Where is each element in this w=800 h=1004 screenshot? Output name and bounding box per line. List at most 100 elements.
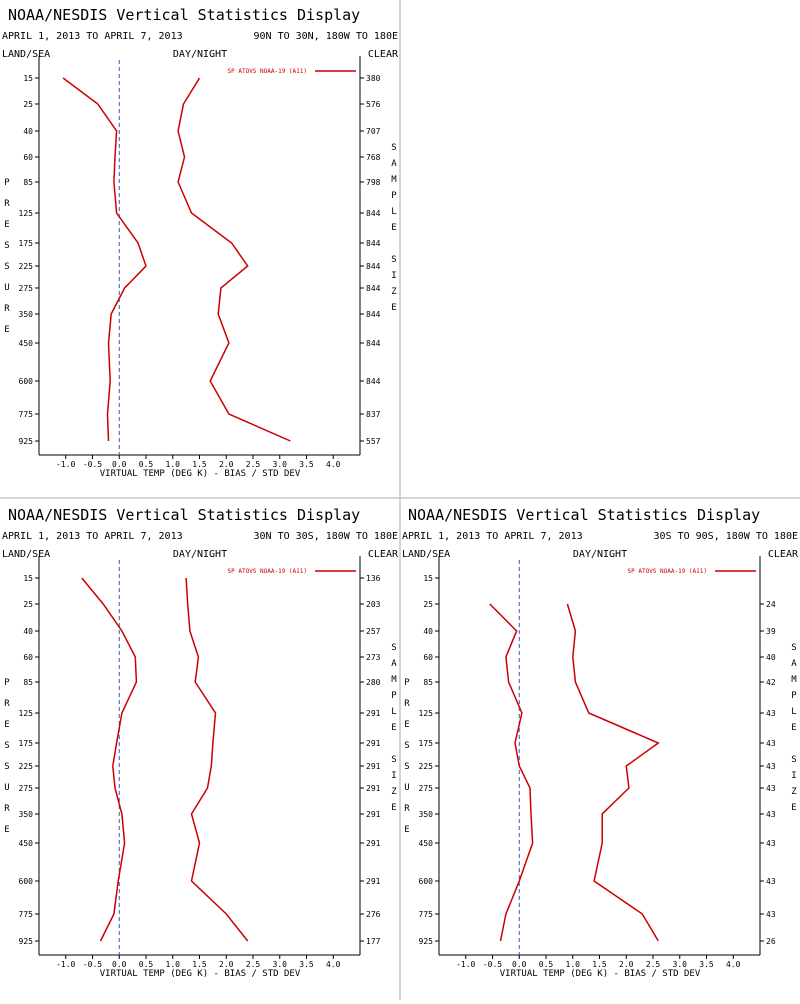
date-range: APRIL 1, 2013 TO APRIL 7, 2013	[402, 531, 583, 542]
pressure-label: 450	[419, 839, 434, 848]
sample-size-axis-letter: I	[391, 271, 396, 281]
x-tick-label: 4.0	[326, 460, 341, 469]
sample-size-label: 557	[366, 437, 381, 446]
x-tick-label: -1.0	[56, 460, 75, 469]
sample-size-axis-letter: S	[391, 143, 396, 153]
pressure-label: 600	[19, 877, 34, 886]
sample-size-axis-letter: A	[391, 659, 397, 669]
pressure-label: 350	[19, 810, 34, 819]
pressure-axis-letter: E	[4, 825, 9, 835]
x-tick-label: 2.0	[219, 960, 234, 969]
pressure-label: 85	[423, 678, 433, 687]
sample-size-label: 43	[766, 877, 776, 886]
land-sea-label: LAND/SEA	[2, 49, 50, 60]
pressure-label: 25	[423, 600, 433, 609]
region: 30N TO 30S, 180W TO 180E	[254, 531, 399, 542]
bias-line	[62, 77, 147, 442]
pressure-label: 40	[23, 627, 33, 636]
pressure-axis-letter: P	[4, 678, 10, 688]
sample-size-label: 707	[366, 127, 381, 136]
x-axis-label: VIRTUAL TEMP (DEG K) - BIAS / STD DEV	[500, 969, 701, 979]
pressure-axis-letter: S	[4, 741, 9, 751]
sample-size-axis-letter: A	[391, 159, 397, 169]
x-tick-label: 2.5	[246, 460, 261, 469]
sample-size-label: 291	[366, 810, 381, 819]
x-tick-label: 0.0	[112, 960, 127, 969]
x-tick-label: 2.0	[619, 960, 634, 969]
sample-size-label: 257	[366, 627, 381, 636]
pressure-label: 275	[419, 784, 434, 793]
sample-size-axis-letter: E	[391, 223, 396, 233]
x-tick-label: 3.5	[699, 960, 714, 969]
sample-size-axis-letter: S	[791, 643, 796, 653]
pressure-label: 85	[23, 678, 33, 687]
sample-size-label: 291	[366, 739, 381, 748]
pressure-label: 275	[19, 284, 34, 293]
sample-size-label: 280	[366, 678, 381, 687]
pressure-axis-letter: S	[404, 741, 409, 751]
pressure-label: 15	[423, 574, 433, 583]
x-tick-label: -1.0	[456, 960, 475, 969]
std-dev-line	[185, 577, 249, 942]
x-tick-label: 1.0	[166, 460, 181, 469]
x-tick-label: 1.0	[566, 960, 581, 969]
sample-size-axis-letter: A	[791, 659, 797, 669]
pressure-axis-letter: U	[404, 783, 409, 793]
pressure-label: 600	[419, 877, 434, 886]
pressure-axis-letter: E	[404, 720, 409, 730]
sample-size-axis-letter: L	[791, 707, 796, 717]
pressure-axis-letter: U	[4, 283, 9, 293]
sample-size-label: 291	[366, 877, 381, 886]
sample-size-axis-letter: Z	[391, 787, 397, 797]
clear-label: CLEAR	[368, 549, 399, 560]
x-tick-label: 3.5	[299, 960, 314, 969]
sample-size-label: 844	[366, 209, 381, 218]
pressure-label: 175	[419, 739, 434, 748]
x-tick-label: 4.0	[326, 960, 341, 969]
sample-size-axis-letter: E	[791, 723, 796, 733]
sample-size-label: 576	[366, 100, 381, 109]
pressure-label: 775	[419, 910, 434, 919]
pressure-label: 60	[23, 153, 33, 162]
panel-3: NOAA/NESDIS Vertical Statistics Display A…	[402, 506, 799, 979]
pressure-label: 225	[19, 262, 34, 271]
sample-size-label: 273	[366, 653, 381, 662]
sample-size-label: 177	[366, 937, 381, 946]
pressure-axis-letter: E	[4, 720, 9, 730]
pressure-label: 775	[19, 910, 34, 919]
pressure-axis-letter: R	[404, 699, 410, 709]
sample-size-axis-letter: I	[391, 771, 396, 781]
sample-size-axis-letter: M	[391, 675, 397, 685]
std-dev-line	[177, 77, 291, 442]
pressure-label: 125	[19, 709, 34, 718]
sample-size-label: 43	[766, 784, 776, 793]
pressure-axis-letter: R	[4, 199, 10, 209]
pressure-axis-letter: E	[4, 325, 9, 335]
x-tick-label: 2.0	[219, 460, 234, 469]
pressure-label: 275	[19, 784, 34, 793]
sample-size-axis-letter: L	[391, 707, 396, 717]
pressure-label: 925	[419, 937, 434, 946]
pressure-label: 175	[19, 239, 34, 248]
panel-1: NOAA/NESDIS Vertical Statistics Display A…	[2, 6, 399, 479]
x-tick-label: 3.0	[673, 960, 688, 969]
sample-size-label: 291	[366, 762, 381, 771]
bias-line	[489, 603, 534, 942]
sample-size-axis-letter: E	[791, 803, 796, 813]
sample-size-label: 291	[366, 709, 381, 718]
x-tick-label: -0.5	[83, 460, 102, 469]
x-tick-label: -0.5	[83, 960, 102, 969]
pressure-axis-letter: R	[4, 804, 10, 814]
pressure-label: 40	[23, 127, 33, 136]
sample-size-label: 40	[766, 653, 776, 662]
sample-size-axis-letter: P	[791, 691, 797, 701]
pressure-label: 85	[23, 178, 33, 187]
land-sea-label: LAND/SEA	[2, 549, 50, 560]
legend-label: SP ATOVS NOAA-19 (A11)	[228, 568, 307, 575]
x-tick-label: 0.5	[139, 460, 154, 469]
panel-2: NOAA/NESDIS Vertical Statistics Display A…	[2, 506, 399, 979]
sample-size-label: 43	[766, 810, 776, 819]
sample-size-label: 291	[366, 839, 381, 848]
x-tick-label: 3.5	[299, 460, 314, 469]
